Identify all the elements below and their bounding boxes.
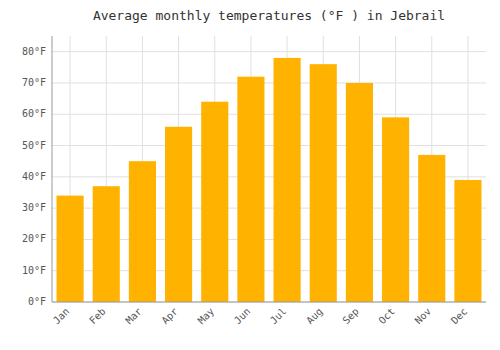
y-grid-line: [52, 82, 486, 83]
y-axis-line: [52, 36, 53, 302]
y-tick-label: 40°F: [22, 171, 46, 182]
x-tick-label: Oct: [376, 306, 397, 327]
bar: [454, 180, 481, 302]
chart-container: Average monthly temperatures (°F ) in Je…: [0, 0, 500, 350]
x-tick-label: Nov: [413, 306, 434, 327]
bar: [165, 127, 192, 302]
chart: Average monthly temperatures (°F ) in Je…: [0, 0, 500, 350]
y-grid-line: [52, 114, 486, 115]
bar: [237, 77, 264, 302]
bars: [57, 58, 482, 302]
y-tick-label: 60°F: [22, 108, 46, 119]
y-tick-label: 0°F: [28, 296, 46, 307]
bar: [129, 161, 156, 302]
y-tick-label: 10°F: [22, 265, 46, 276]
x-tick-label: Sep: [340, 306, 361, 327]
x-axis-line: [52, 302, 486, 303]
chart-title: Average monthly temperatures (°F ) in Je…: [93, 8, 445, 23]
y-grid-line: [52, 145, 486, 146]
y-tick-label: 30°F: [22, 202, 46, 213]
x-tick-label: Apr: [159, 306, 180, 327]
x-tick-label: Mar: [123, 306, 144, 327]
y-tick-label: 70°F: [22, 77, 46, 88]
x-tick-label: Aug: [304, 306, 325, 327]
x-tick-label: Feb: [87, 306, 108, 327]
bar: [346, 83, 373, 302]
y-tick-label: 80°F: [22, 46, 46, 57]
y-tick-label: 20°F: [22, 233, 46, 244]
x-tick-label: Dec: [449, 306, 470, 327]
bar: [310, 64, 337, 302]
bar: [201, 102, 228, 302]
y-axis: 0°F 10°F 20°F 30°F 40°F 50°F 60°F 70°F 80°F: [22, 36, 52, 307]
x-tick-label: May: [196, 306, 217, 327]
x-tick-label: Jan: [51, 306, 72, 327]
x-axis: Jan Feb Mar Apr May Jun Jul Aug Sep Oct Nov Dec: [51, 302, 486, 326]
x-tick-label: Jul: [268, 306, 289, 327]
bar: [57, 196, 84, 302]
y-grid-line: [52, 302, 486, 303]
y-grid-line: [52, 51, 486, 52]
x-tick-label: Jun: [232, 306, 253, 327]
bar: [418, 155, 445, 302]
bar: [382, 117, 409, 302]
bar: [274, 58, 301, 302]
y-tick-label: 50°F: [22, 140, 46, 151]
bar: [93, 186, 120, 302]
grid: [52, 36, 486, 302]
